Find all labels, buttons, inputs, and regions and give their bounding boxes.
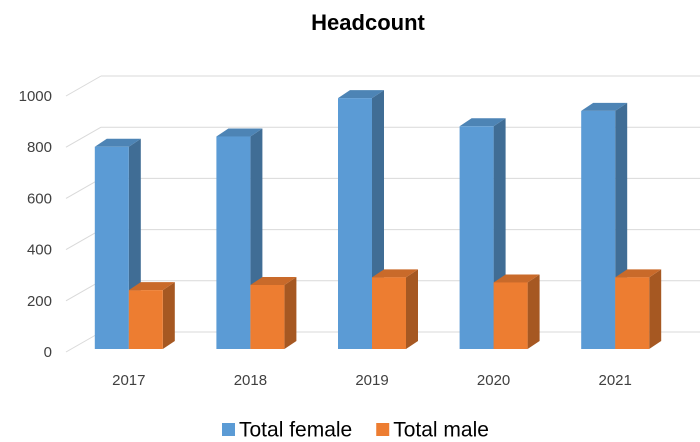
bar	[459, 118, 506, 349]
bar	[372, 269, 418, 349]
bar-face	[493, 274, 540, 283]
y-tick-label: 1000	[19, 88, 52, 105]
bar-face	[459, 126, 494, 349]
bar	[250, 277, 297, 349]
bar-face	[493, 282, 528, 349]
legend-label: Total male	[393, 419, 489, 442]
bar-face	[338, 90, 384, 99]
bar-face	[216, 128, 263, 137]
bar-face	[94, 146, 129, 349]
bar-face	[284, 277, 297, 349]
y-tick-label: 0	[44, 344, 52, 361]
bar-face	[649, 269, 662, 349]
x-tick-label: 2018	[234, 372, 267, 389]
bar-face	[216, 136, 251, 349]
bar-face	[128, 290, 163, 349]
grid-line	[65, 126, 102, 148]
x-tick-label: 2021	[599, 372, 632, 389]
x-tick-label: 2020	[477, 372, 510, 389]
bar	[493, 274, 540, 349]
bar-face	[250, 277, 297, 285]
legend-swatch	[222, 423, 235, 436]
grid-line	[65, 75, 102, 97]
bar-face	[459, 118, 506, 127]
x-tick-label: 2017	[112, 372, 145, 389]
bar-face	[162, 282, 175, 349]
bar	[128, 282, 175, 349]
bar-face	[338, 98, 372, 350]
bar-face	[128, 282, 175, 291]
bar-face	[94, 138, 141, 147]
bar	[615, 269, 662, 349]
y-tick-label: 200	[27, 293, 52, 310]
bar-face	[615, 277, 650, 349]
legend-swatch	[376, 423, 390, 436]
y-tick-label: 600	[27, 190, 52, 207]
bar-face	[615, 269, 662, 278]
bar-face	[250, 285, 285, 349]
bar-face	[581, 102, 628, 111]
legend-label: Total female	[239, 419, 352, 442]
chart-title: Headcount	[311, 10, 425, 35]
bar-face	[527, 274, 540, 349]
bar-face	[372, 269, 418, 278]
bar-face	[406, 269, 418, 349]
y-tick-label: 400	[27, 242, 52, 259]
bar	[216, 128, 263, 349]
y-tick-label: 800	[27, 139, 52, 156]
bar-face	[581, 110, 616, 349]
bar	[581, 102, 628, 349]
x-tick-label: 2019	[355, 372, 388, 389]
bar-face	[372, 277, 406, 349]
